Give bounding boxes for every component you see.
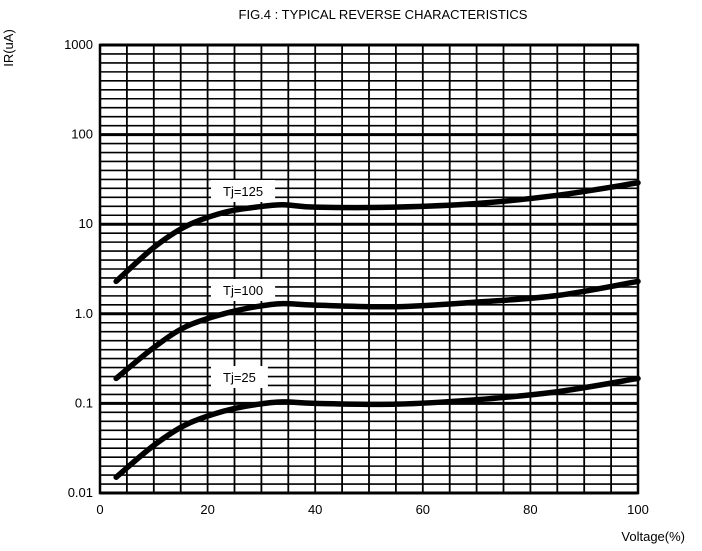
series-labels: Tj=125 Tj=100 Tj=25: [211, 180, 276, 388]
y-tick-label: 100: [71, 127, 93, 142]
x-tick-label: 100: [627, 502, 649, 517]
x-tick-label: 80: [523, 502, 537, 517]
series-label-text: Tj=100: [223, 283, 263, 298]
y-tick-label: 1.0: [75, 306, 93, 321]
x-axis-label: Voltage(%): [621, 529, 685, 544]
plot-border: [98, 43, 640, 495]
series-line-tj-100: [113, 278, 641, 382]
y-tick-label: 0.1: [75, 395, 93, 410]
chart-title: FIG.4 : TYPICAL REVERSE CHARACTERISTICS: [239, 7, 528, 22]
x-tick-label: 40: [308, 502, 322, 517]
y-tick-label: 0.01: [68, 485, 93, 500]
series-label-tj-100: Tj=100: [211, 279, 276, 301]
x-tick-label: 20: [200, 502, 214, 517]
y-axis-label: IR(uA): [1, 29, 16, 67]
x-tick-label: 0: [96, 502, 103, 517]
series-label-tj-125: Tj=125: [211, 180, 276, 202]
series-label-box: [211, 279, 276, 301]
series-line-tj-125: [113, 180, 641, 285]
x-tick-label: 60: [416, 502, 430, 517]
series-label-box: [211, 180, 276, 202]
series-label-text: Tj=25: [223, 370, 256, 385]
series-label-box: [211, 366, 268, 388]
y-tick-label: 1000: [64, 37, 93, 52]
tick-labels: 0 20 40 60 80 100 0.01 0.1 1.0 10 100 1000: [64, 37, 649, 517]
series-line-tj-25: [113, 375, 641, 480]
y-tick-label: 10: [79, 216, 93, 231]
series-label-text: Tj=125: [223, 184, 263, 199]
series-label-tj-25: Tj=25: [211, 366, 268, 388]
series-group: [113, 180, 641, 480]
plot-frame: [98, 43, 640, 495]
